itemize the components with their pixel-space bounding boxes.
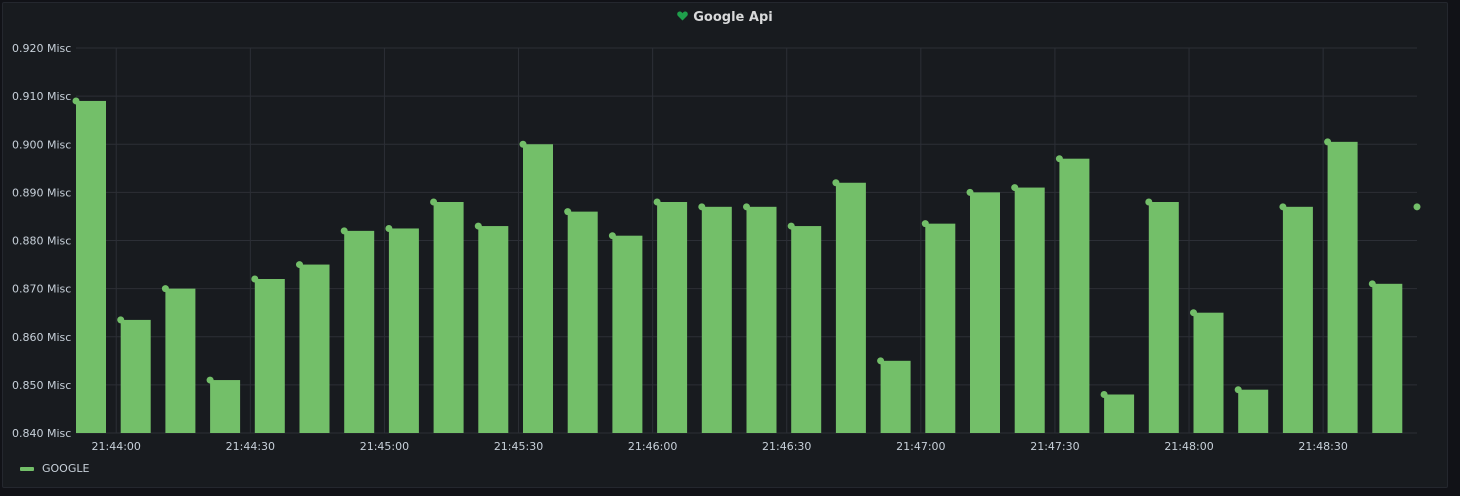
bar[interactable] (299, 264, 330, 433)
data-point[interactable] (340, 227, 348, 235)
data-point[interactable] (385, 224, 393, 232)
bar[interactable] (1282, 206, 1313, 433)
bar[interactable] (835, 182, 866, 433)
bar[interactable] (1238, 389, 1269, 433)
data-point[interactable] (921, 220, 929, 228)
bar[interactable] (925, 223, 956, 433)
data-point[interactable] (519, 140, 527, 148)
bar[interactable] (746, 206, 777, 433)
y-tick-label: 0.860 Misc (12, 331, 71, 344)
data-point[interactable] (1368, 280, 1376, 288)
data-point[interactable] (251, 275, 259, 283)
bar[interactable] (1193, 312, 1224, 433)
y-tick-label: 0.900 Misc (12, 138, 71, 151)
data-point[interactable] (877, 357, 885, 365)
data-point[interactable] (698, 203, 706, 211)
bar[interactable] (478, 226, 509, 433)
y-axis: 0.840 Misc 0.850 Misc 0.860 Misc 0.870 Misc… (12, 42, 71, 440)
x-tick-label: 21:46:00 (628, 440, 677, 453)
x-axis: 21:44:00 21:44:30 21:45:00 21:45:30 21:46:00… (92, 440, 1348, 453)
legend-swatch (20, 466, 34, 471)
data-point[interactable] (1145, 198, 1153, 206)
data-point[interactable] (72, 97, 80, 105)
y-tick-label: 0.920 Misc (12, 42, 71, 55)
bar[interactable] (612, 235, 643, 433)
x-tick-label: 21:47:00 (896, 440, 945, 453)
bar[interactable] (210, 380, 241, 433)
bar[interactable] (523, 144, 553, 433)
x-tick-label: 21:48:30 (1298, 440, 1347, 453)
bar[interactable] (1148, 202, 1179, 433)
panel-title[interactable]: Google Api (3, 10, 1447, 25)
data-point[interactable] (1413, 203, 1421, 211)
bar[interactable] (791, 226, 822, 433)
bar[interactable] (1327, 141, 1358, 433)
x-tick-label: 21:44:00 (92, 440, 141, 453)
bar[interactable] (76, 100, 106, 433)
bar[interactable] (1372, 283, 1403, 433)
bar[interactable] (165, 288, 196, 433)
data-point[interactable] (161, 285, 169, 293)
y-tick-label: 0.890 Misc (12, 186, 71, 199)
data-point[interactable] (966, 188, 974, 196)
x-tick-label: 21:46:30 (762, 440, 811, 453)
x-tick-label: 21:48:00 (1164, 440, 1213, 453)
bar[interactable] (120, 319, 151, 433)
y-tick-label: 0.910 Misc (12, 90, 71, 103)
data-point[interactable] (206, 376, 214, 384)
series-google (72, 97, 1421, 434)
bar[interactable] (344, 230, 375, 433)
data-point[interactable] (1234, 386, 1242, 394)
bar[interactable] (970, 192, 1000, 433)
bar[interactable] (567, 211, 598, 433)
bar[interactable] (1104, 394, 1135, 434)
bar[interactable] (1059, 158, 1090, 433)
data-point[interactable] (787, 222, 795, 230)
data-point[interactable] (1100, 391, 1108, 398)
data-point[interactable] (474, 222, 482, 230)
data-point[interactable] (1279, 203, 1287, 211)
data-point[interactable] (743, 203, 750, 211)
x-tick-label: 21:45:00 (360, 440, 409, 453)
data-point[interactable] (1055, 155, 1063, 163)
data-point[interactable] (832, 179, 840, 187)
legend[interactable]: GOOGLE (20, 462, 89, 475)
data-point[interactable] (1190, 309, 1197, 317)
panel-title-text: Google Api (693, 10, 773, 25)
data-point[interactable] (1324, 138, 1332, 146)
data-point[interactable] (608, 232, 616, 240)
data-point[interactable] (296, 261, 303, 269)
bar[interactable] (433, 202, 464, 433)
bar[interactable] (880, 360, 911, 433)
data-point[interactable] (1011, 184, 1019, 192)
data-point[interactable] (117, 316, 125, 324)
x-tick-label: 21:45:30 (494, 440, 543, 453)
y-tick-label: 0.880 Misc (12, 235, 71, 248)
heart-icon (677, 11, 689, 21)
bar[interactable] (1014, 187, 1045, 433)
bar[interactable] (657, 202, 688, 433)
y-tick-label: 0.850 Misc (12, 379, 71, 392)
y-tick-label: 0.840 Misc (12, 427, 71, 440)
data-point[interactable] (430, 198, 438, 206)
legend-label: GOOGLE (42, 462, 90, 475)
x-tick-label: 21:47:30 (1030, 440, 1079, 453)
x-tick-label: 21:44:30 (226, 440, 275, 453)
data-point[interactable] (564, 208, 572, 216)
bar[interactable] (701, 206, 732, 433)
bar[interactable] (388, 228, 419, 433)
bar[interactable] (254, 279, 285, 433)
y-tick-label: 0.870 Misc (12, 283, 71, 296)
data-point[interactable] (653, 198, 661, 206)
